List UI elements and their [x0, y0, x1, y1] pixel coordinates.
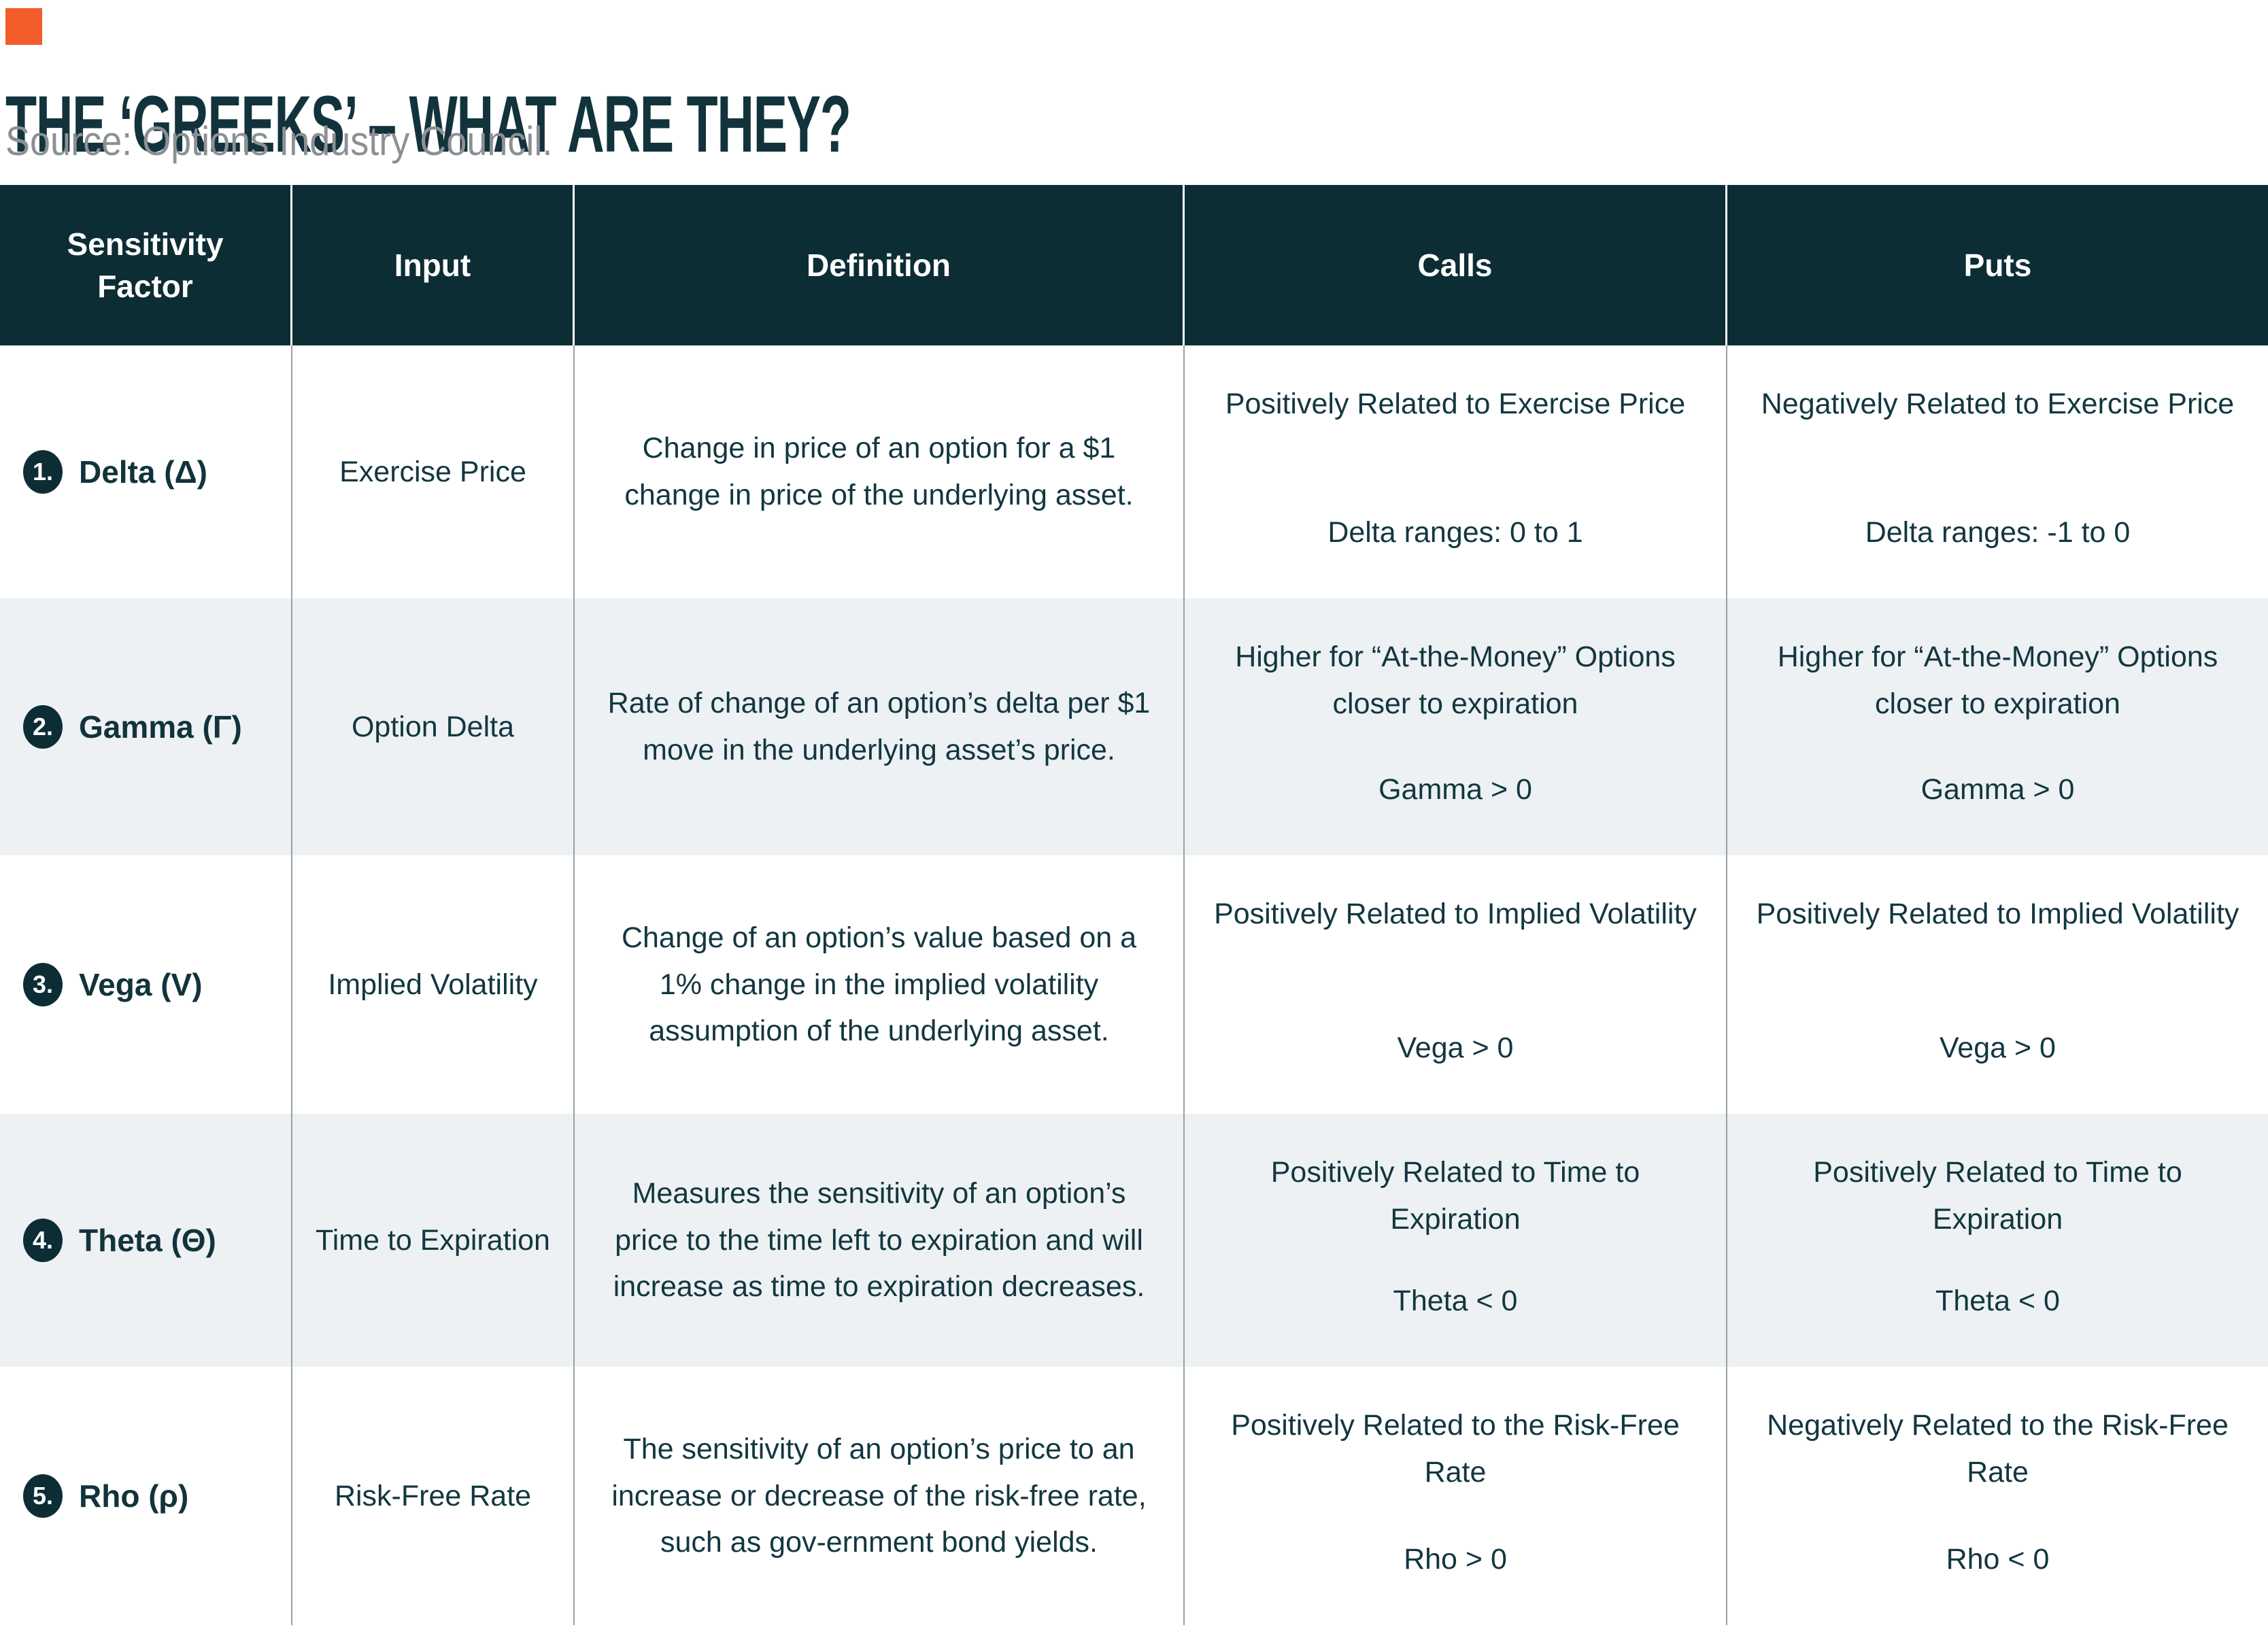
puts-relation: Positively Related to Implied Volatility	[1756, 898, 2239, 930]
calls-relation: Positively Related to Implied Volatility	[1214, 898, 1697, 930]
calls-cell: Positively Related to Implied Volatility…	[1185, 855, 1727, 1114]
row-number: 2.	[32, 713, 54, 741]
factor-name: Rho (ρ)	[79, 1478, 189, 1514]
page-title: THE ‘GREEKS’ – WHAT ARE THEY?	[5, 80, 851, 170]
row-number-badge: 2.	[23, 705, 63, 749]
puts-relation: Negatively Related to the Risk-Free Rate	[1767, 1409, 2229, 1489]
definition-text: The sensitivity of an option’s price to …	[611, 1432, 1147, 1559]
definition-cell: Change in price of an option for a $1 ch…	[575, 345, 1185, 598]
calls-cell: Higher for “At-the-Money” Options closer…	[1185, 598, 1727, 855]
puts-range: Theta < 0	[1935, 1285, 2060, 1318]
greeks-table: Sensitivity Factor Input Definition Calls Pu…	[0, 185, 2268, 1625]
puts-relation: Positively Related to Time to Expiration	[1813, 1156, 2182, 1236]
calls-cell: Positively Related to the Risk-Free Rate…	[1185, 1367, 1727, 1625]
row-number-badge: 5.	[23, 1474, 63, 1518]
puts-relation: Higher for “At-the-Money” Options closer…	[1777, 641, 2218, 720]
puts-relation: Negatively Related to Exercise Price	[1761, 388, 2235, 420]
definition-text: Change of an option’s value based on a 1…	[621, 921, 1137, 1048]
calls-range: Delta ranges: 0 to 1	[1327, 516, 1583, 549]
calls-relation: Positively Related to Exercise Price	[1225, 388, 1686, 420]
factor-name: Theta (Θ)	[79, 1222, 216, 1258]
column-header-sensitivity-factor: Sensitivity Factor	[0, 185, 292, 345]
calls-relation: Higher for “At-the-Money” Options closer…	[1235, 641, 1676, 720]
row-number: 4.	[32, 1226, 54, 1254]
factor-name: Vega (V)	[79, 966, 203, 1002]
row-number: 1.	[32, 458, 54, 486]
puts-range: Delta ranges: -1 to 0	[1865, 516, 2131, 549]
input-text: Option Delta	[351, 710, 515, 743]
puts-cell: Negatively Related to the Risk-Free Rate…	[1727, 1367, 2268, 1625]
row-number-badge: 4.	[23, 1219, 63, 1262]
column-header-calls: Calls	[1185, 185, 1727, 345]
calls-range: Rho > 0	[1404, 1543, 1507, 1576]
definition-text: Rate of change of an option’s delta per …	[607, 687, 1151, 766]
definition-cell: Rate of change of an option’s delta per …	[575, 598, 1185, 855]
factor-cell: 2. Gamma (Γ)	[0, 598, 292, 855]
factor-cell: 1. Delta (Δ)	[0, 345, 292, 598]
puts-cell: Negatively Related to Exercise Price Delt…	[1727, 345, 2268, 598]
puts-cell: Higher for “At-the-Money” Options closer…	[1727, 598, 2268, 855]
factor-cell: 4. Theta (Θ)	[0, 1114, 292, 1367]
calls-range: Gamma > 0	[1378, 773, 1532, 806]
input-cell: Time to Expiration	[292, 1114, 575, 1367]
source-attribution: Source: Options Industry Council.	[5, 118, 553, 164]
input-text: Risk-Free Rate	[334, 1479, 532, 1512]
puts-range: Gamma > 0	[1920, 773, 2075, 806]
column-header-definition: Definition	[575, 185, 1185, 345]
definition-text: Measures the sensitivity of an option’s …	[613, 1176, 1145, 1304]
row-number: 3.	[32, 970, 54, 998]
input-cell: Exercise Price	[292, 345, 575, 598]
accent-square	[5, 8, 42, 45]
calls-cell: Positively Related to Time to Expiration…	[1185, 1114, 1727, 1367]
row-number-badge: 1.	[23, 450, 63, 494]
calls-range: Theta < 0	[1393, 1285, 1518, 1318]
input-text: Implied Volatility	[328, 968, 538, 1001]
input-text: Time to Expiration	[316, 1223, 550, 1257]
input-text: Exercise Price	[339, 455, 526, 488]
input-cell: Risk-Free Rate	[292, 1367, 575, 1625]
puts-range: Rho < 0	[1946, 1543, 2050, 1576]
definition-text: Change in price of an option for a $1 ch…	[624, 432, 1134, 511]
factor-name: Gamma (Γ)	[79, 709, 242, 745]
calls-range: Vega > 0	[1397, 1032, 1514, 1065]
factor-cell: 5. Rho (ρ)	[0, 1367, 292, 1625]
definition-cell: Measures the sensitivity of an option’s …	[575, 1114, 1185, 1367]
calls-cell: Positively Related to Exercise Price Delt…	[1185, 345, 1727, 598]
factor-name: Delta (Δ)	[79, 454, 207, 490]
column-header-input: Input	[292, 185, 575, 345]
definition-cell: Change of an option’s value based on a 1…	[575, 855, 1185, 1114]
calls-relation: Positively Related to the Risk-Free Rate	[1231, 1409, 1680, 1489]
input-cell: Option Delta	[292, 598, 575, 855]
puts-cell: Positively Related to Time to Expiration…	[1727, 1114, 2268, 1367]
input-cell: Implied Volatility	[292, 855, 575, 1114]
definition-cell: The sensitivity of an option’s price to …	[575, 1367, 1185, 1625]
puts-cell: Positively Related to Implied Volatility…	[1727, 855, 2268, 1114]
calls-relation: Positively Related to Time to Expiration	[1270, 1156, 1640, 1236]
factor-cell: 3. Vega (V)	[0, 855, 292, 1114]
column-header-puts: Puts	[1727, 185, 2268, 345]
row-number-badge: 3.	[23, 963, 63, 1006]
row-number: 5.	[32, 1482, 54, 1510]
puts-range: Vega > 0	[1940, 1032, 2056, 1065]
